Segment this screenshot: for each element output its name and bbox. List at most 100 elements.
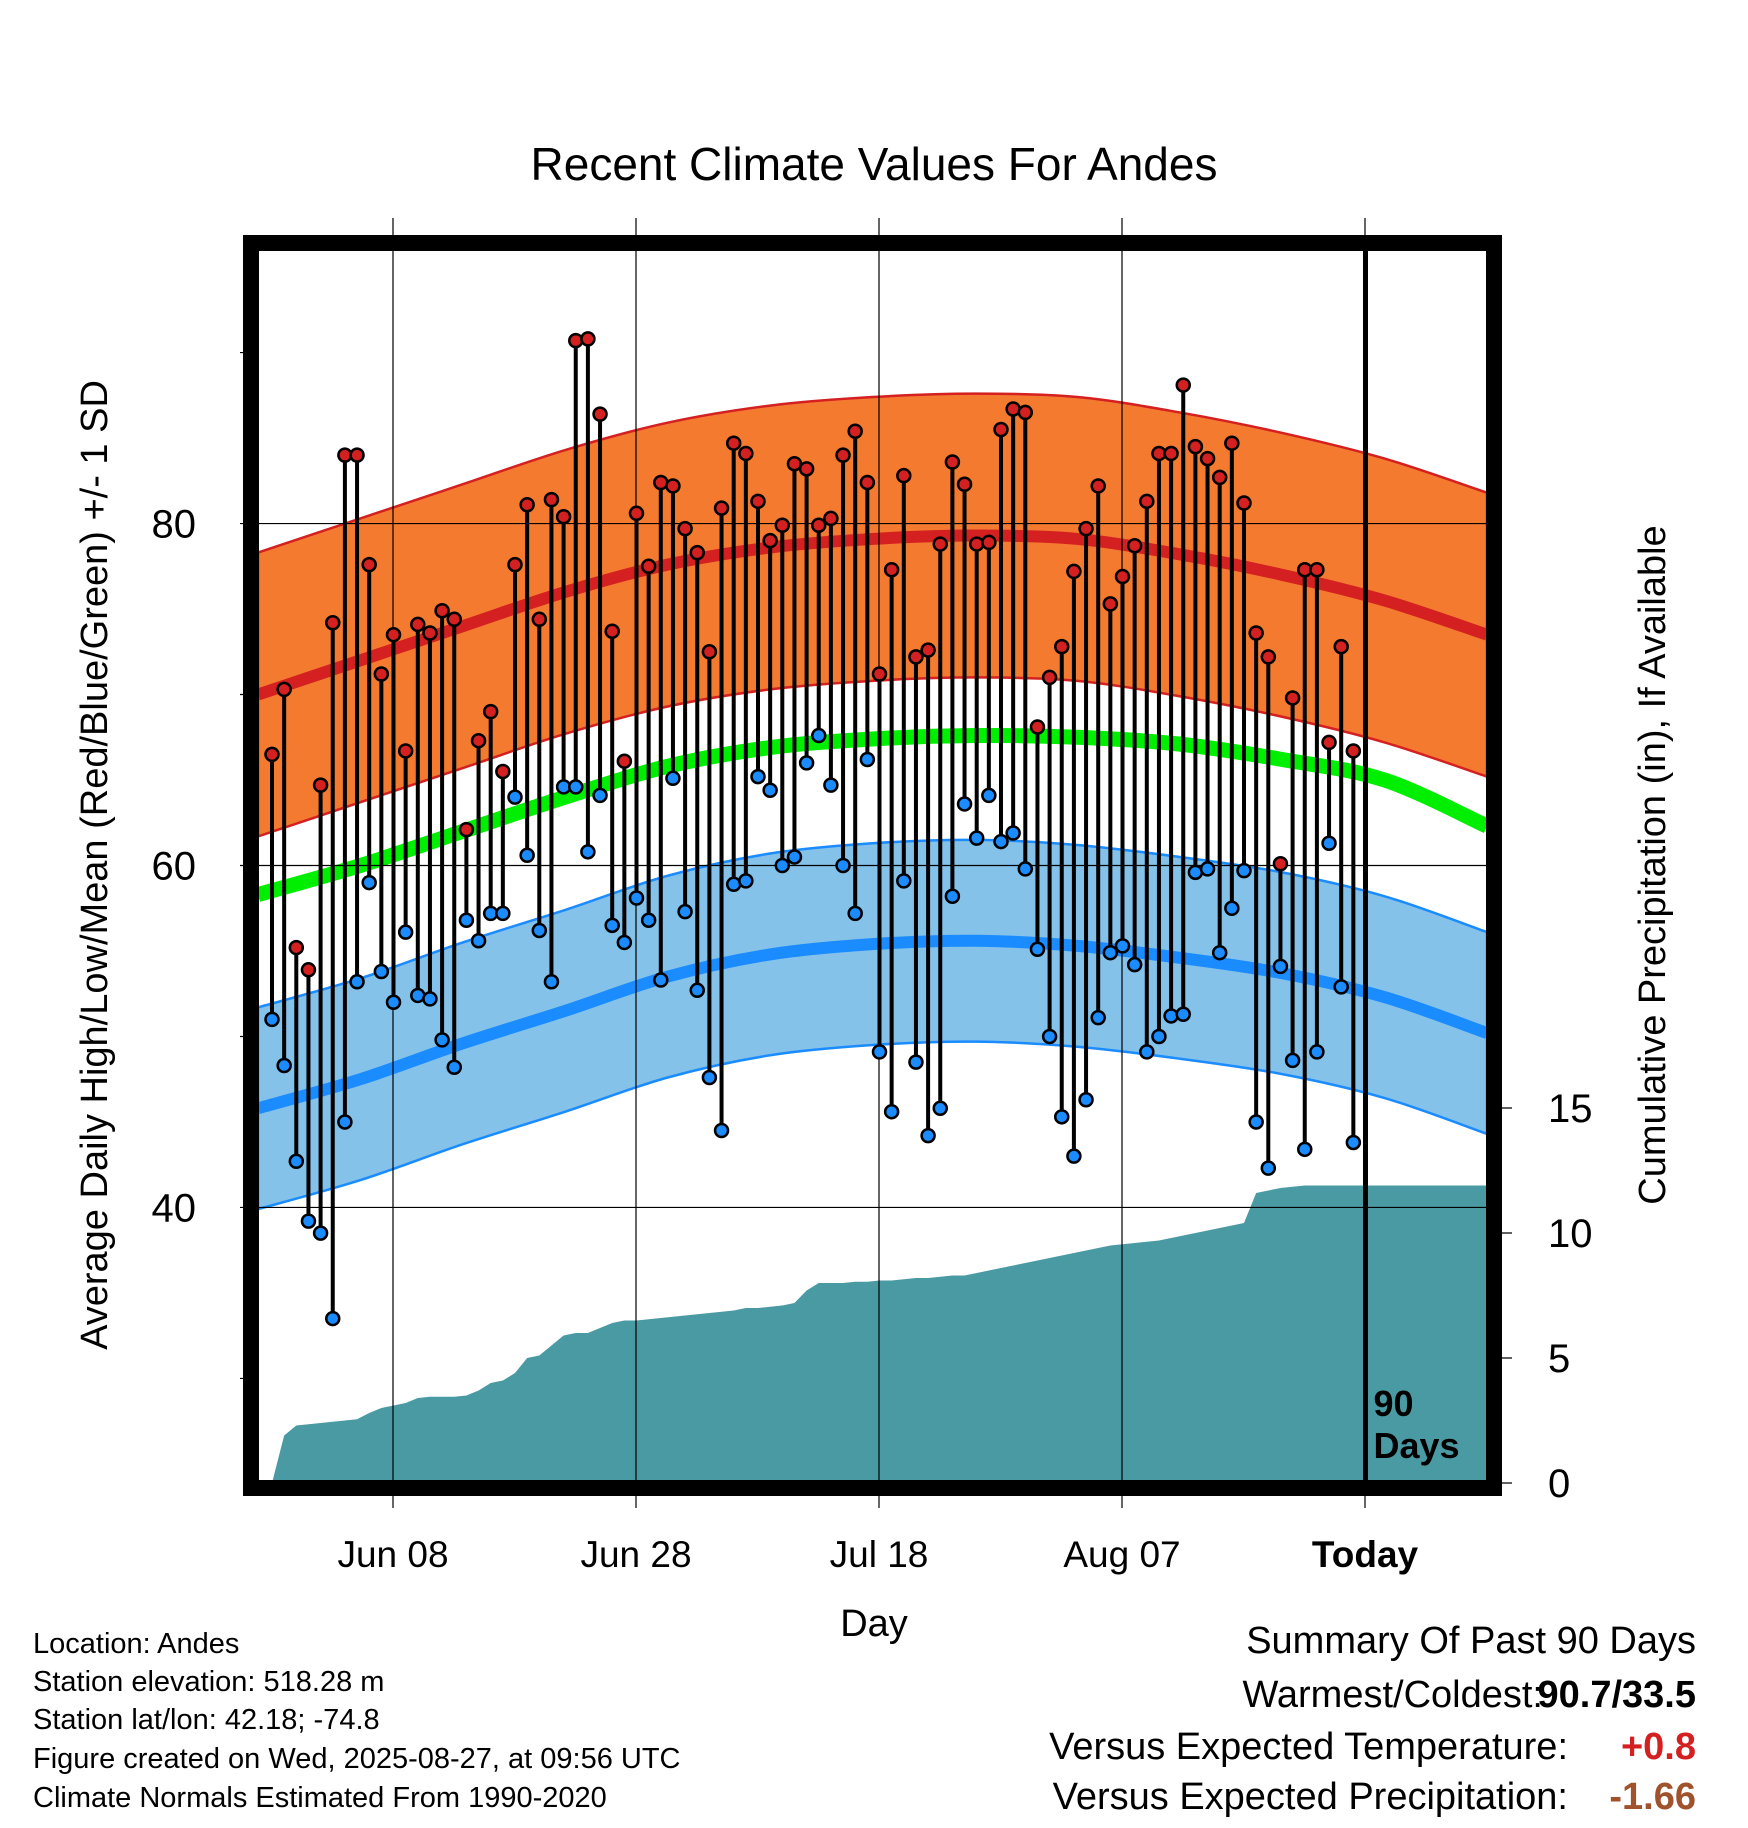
- daily-low-point: [1211, 944, 1228, 961]
- daily-low-point: [835, 857, 851, 874]
- daily-high-point: [713, 500, 730, 516]
- daily-high-point: [981, 534, 997, 551]
- daily-low-point: [1333, 979, 1349, 995]
- daily-low-point: [968, 830, 985, 846]
- daily-high-point: [762, 532, 778, 549]
- daily-low-point: [847, 905, 863, 922]
- daily-high-point: [1126, 538, 1143, 554]
- daily-high-point: [422, 625, 438, 641]
- daily-low-point: [944, 888, 961, 905]
- daily-low-point: [264, 1011, 280, 1028]
- y2-tick-label: 0: [1548, 1462, 1570, 1506]
- daily-high-point: [1163, 445, 1179, 462]
- daily-low-point: [956, 796, 973, 812]
- daily-low-point: [592, 787, 608, 804]
- elevation-text: Station elevation: 518.28 m: [33, 1666, 385, 1698]
- daily-high-point: [1321, 734, 1337, 751]
- daily-high-point: [616, 753, 633, 769]
- daily-high-point: [1260, 649, 1277, 665]
- daily-high-point: [968, 536, 985, 552]
- daily-low-point: [531, 922, 548, 939]
- daily-low-point: [519, 847, 535, 863]
- daily-low-point: [446, 1059, 462, 1075]
- daily-high-point: [458, 821, 475, 838]
- daily-low-point: [689, 982, 705, 999]
- daily-high-point: [349, 447, 365, 463]
- daily-low-point: [920, 1127, 936, 1144]
- daily-low-point: [1309, 1044, 1325, 1060]
- daily-high-point: [519, 496, 535, 513]
- x-tick-label: Jun 08: [337, 1534, 448, 1575]
- daily-high-point: [531, 611, 548, 628]
- daily-low-point: [1017, 861, 1034, 877]
- daily-high-point: [640, 558, 657, 575]
- daily-low-point: [981, 787, 997, 804]
- daily-high-point: [543, 491, 560, 508]
- daily-high-point: [1017, 404, 1034, 421]
- daily-low-point: [665, 770, 681, 787]
- daily-low-point: [361, 874, 377, 891]
- daily-high-point: [1102, 596, 1119, 612]
- created-text: Figure created on Wed, 2025-08-27, at 09…: [33, 1743, 681, 1775]
- daily-low-point: [385, 994, 402, 1011]
- warm-cold-label: Warmest/Coldest:: [1242, 1674, 1543, 1716]
- daily-high-point: [1309, 561, 1325, 578]
- daily-high-point: [1236, 495, 1252, 511]
- daily-high-point: [628, 505, 645, 522]
- daily-high-point: [920, 642, 936, 658]
- daily-high-point: [1187, 438, 1204, 455]
- x-axis-label: Day: [840, 1603, 908, 1645]
- latlon-text: Station lat/lon: 42.18; -74.8: [33, 1704, 380, 1736]
- daily-low-point: [774, 857, 791, 874]
- daily-high-point: [908, 649, 924, 665]
- daily-high-point: [665, 478, 681, 494]
- daily-low-point: [470, 932, 487, 949]
- daily-low-point: [580, 844, 596, 860]
- daily-high-point: [300, 962, 317, 978]
- daily-high-point: [568, 332, 584, 349]
- daily-low-point: [434, 1032, 450, 1048]
- y2-tick-label: 5: [1548, 1337, 1570, 1381]
- daily-low-point: [1078, 1091, 1094, 1108]
- daily-high-point: [482, 703, 499, 720]
- daily-high-point: [1041, 669, 1058, 686]
- warm-cold-value: 90.7/33.5: [1537, 1674, 1696, 1716]
- precip-label: Versus Expected Precipitation:: [1052, 1776, 1568, 1818]
- daily-high-point: [410, 616, 426, 633]
- daily-high-point: [1345, 743, 1362, 759]
- daily-low-point: [1224, 900, 1240, 916]
- daily-low-point: [1297, 1141, 1313, 1158]
- daily-high-point: [835, 447, 851, 463]
- daily-high-point: [956, 476, 973, 492]
- daily-low-point: [1248, 1114, 1264, 1130]
- daily-high-point: [1066, 563, 1082, 580]
- daily-low-point: [1321, 835, 1337, 852]
- daily-high-point: [859, 474, 876, 491]
- daily-low-point: [312, 1225, 329, 1241]
- daily-low-point: [1175, 1006, 1191, 1022]
- daily-high-point: [470, 732, 487, 749]
- x-tick-label: Jun 28: [580, 1534, 691, 1575]
- daily-low-point: [628, 890, 645, 906]
- daily-high-point: [1114, 568, 1131, 585]
- daily-low-point: [604, 917, 620, 934]
- daily-high-point: [1284, 690, 1301, 706]
- daily-low-point: [762, 782, 778, 799]
- daily-high-point: [1029, 719, 1046, 735]
- daily-high-point: [677, 520, 693, 537]
- daily-low-point: [713, 1122, 730, 1139]
- daily-low-point: [616, 934, 633, 951]
- y-axis-label: Average Daily High/Low/Mean (Red/Blue/Gr…: [74, 380, 116, 1350]
- y-tick-label: 80: [152, 503, 197, 547]
- daily-low-point: [701, 1069, 718, 1086]
- daily-low-point: [422, 991, 438, 1007]
- daily-high-point: [385, 626, 402, 643]
- chart-title: Recent Climate Values For Andes: [531, 138, 1218, 190]
- daily-low-point: [1272, 958, 1289, 975]
- daily-high-point: [750, 493, 766, 510]
- precip-value: -1.66: [1609, 1776, 1696, 1818]
- daily-low-point: [1151, 1028, 1167, 1045]
- daily-high-point: [604, 623, 620, 640]
- daily-low-point: [738, 873, 754, 889]
